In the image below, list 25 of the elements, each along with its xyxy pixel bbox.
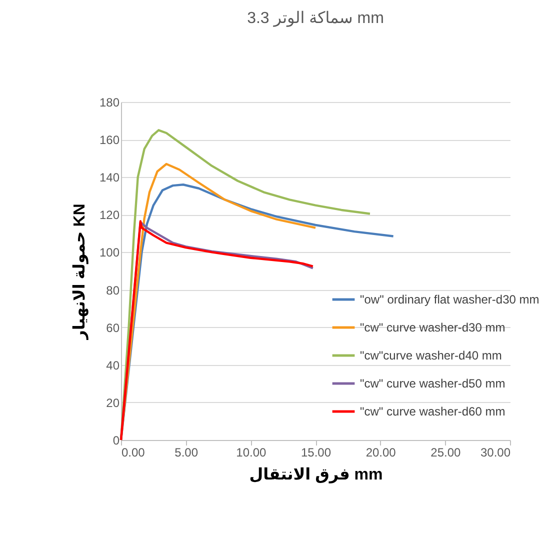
- x-tick-label: 25.00: [430, 446, 462, 460]
- x-axis-title: فرق الانتقال mm: [249, 466, 383, 484]
- y-tick-label: 120: [99, 208, 120, 222]
- y-tick-label: 40: [106, 358, 120, 372]
- legend-label: "cw"curve washer-d40 mm: [360, 348, 502, 362]
- x-tick-label: 10.00: [236, 446, 267, 460]
- legend-label: "ow" ordinary flat washer-d30 mm: [360, 292, 540, 306]
- y-tick-label: 80: [106, 283, 120, 298]
- y-tick-label: 20: [106, 396, 120, 410]
- legend-label: "cw" curve washer-d60 mm: [360, 404, 506, 418]
- y-tick-label: 60: [106, 320, 120, 335]
- y-tick-label: 100: [99, 246, 120, 260]
- x-tick-label: 20.00: [366, 446, 396, 460]
- chart-title: سماكة الوتر 3.3 mm: [247, 10, 384, 27]
- x-tick-label: 30.00: [480, 446, 511, 460]
- y-tick-label: 140: [99, 170, 120, 185]
- y-axis-title: حمولة الانهيار KN: [71, 204, 88, 340]
- x-tick-label: 0.00: [122, 446, 146, 460]
- y-tick-label: 160: [99, 133, 120, 148]
- legend-label: "cw" curve washer-d50 mm: [360, 376, 506, 390]
- legend-label: "cw" curve washer-d30 mm: [360, 320, 506, 334]
- y-tick-label: 0: [112, 434, 120, 448]
- y-tick-label: 180: [99, 96, 120, 110]
- x-tick-label: 15.00: [300, 446, 332, 460]
- x-tick-label: 5.00: [174, 446, 198, 460]
